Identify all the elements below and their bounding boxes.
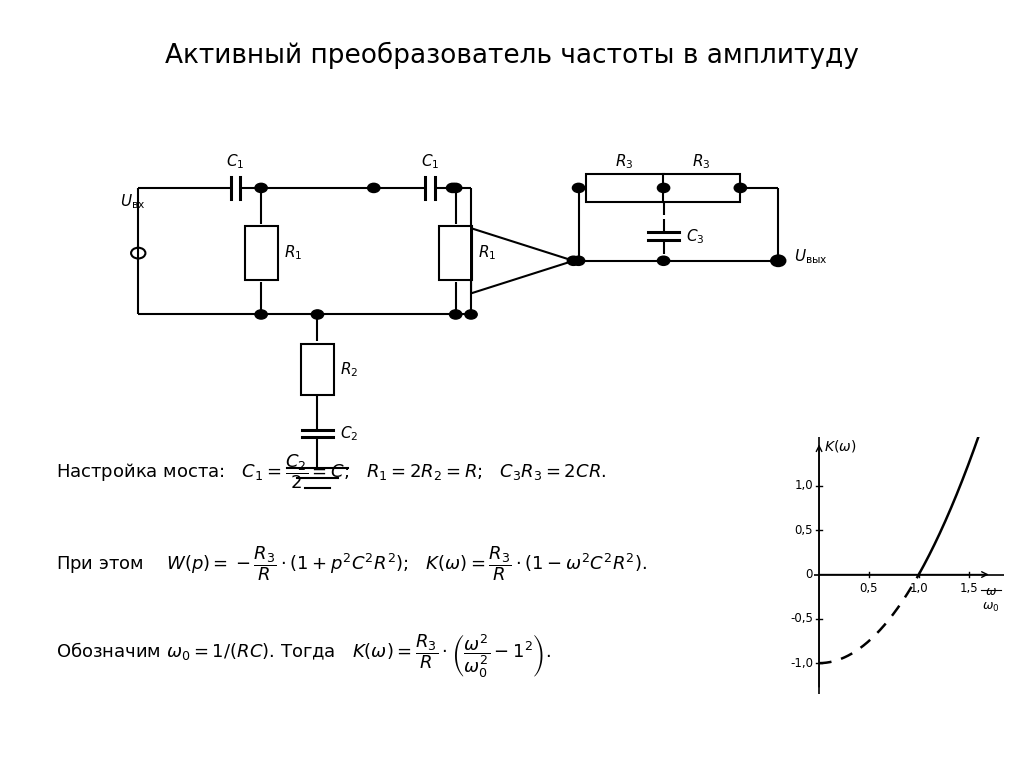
Text: $U_{\rm вх}$: $U_{\rm вх}$	[121, 193, 145, 211]
Circle shape	[255, 183, 267, 193]
Circle shape	[657, 256, 670, 265]
Text: 0: 0	[806, 568, 813, 581]
Text: При этом    $W(p) = -\dfrac{R_3}{R}\cdot(1 + p^2C^2R^2)$;   $K(\omega) = \dfrac{: При этом $W(p) = -\dfrac{R_3}{R}\cdot(1 …	[56, 545, 647, 583]
Text: $U_{\rm вых}$: $U_{\rm вых}$	[794, 248, 827, 266]
Text: 0,5: 0,5	[795, 524, 813, 537]
Circle shape	[567, 256, 580, 265]
Circle shape	[572, 183, 585, 193]
Circle shape	[734, 183, 746, 193]
Text: Настройка моста:   $C_1 = \dfrac{C_2}{2} = C$;   $R_1 = 2R_2 = R$;   $C_3R_3 = 2: Настройка моста: $C_1 = \dfrac{C_2}{2} =…	[56, 453, 606, 491]
Text: 1,5: 1,5	[959, 581, 978, 594]
Text: -1,0: -1,0	[791, 657, 813, 670]
Text: $C_1$: $C_1$	[421, 153, 439, 171]
FancyBboxPatch shape	[663, 174, 740, 202]
Circle shape	[311, 310, 324, 319]
FancyBboxPatch shape	[301, 344, 334, 395]
Text: $K(\omega)$: $K(\omega)$	[824, 438, 856, 454]
Text: $R_1$: $R_1$	[284, 244, 302, 262]
Text: $R_3$: $R_3$	[615, 153, 634, 171]
Circle shape	[465, 310, 477, 319]
Text: $R_3$: $R_3$	[692, 153, 711, 171]
Circle shape	[446, 183, 459, 193]
FancyBboxPatch shape	[439, 226, 472, 280]
Text: 1,0: 1,0	[795, 479, 813, 492]
Text: $C_1$: $C_1$	[226, 153, 245, 171]
Circle shape	[255, 310, 267, 319]
Circle shape	[450, 310, 462, 319]
Circle shape	[772, 256, 784, 265]
Text: $C_3$: $C_3$	[686, 227, 705, 245]
Text: 1,0: 1,0	[909, 581, 928, 594]
Text: $R_2$: $R_2$	[340, 360, 358, 379]
Text: -0,5: -0,5	[791, 612, 813, 625]
Text: 0,5: 0,5	[860, 581, 879, 594]
Text: $R_1$: $R_1$	[478, 244, 497, 262]
Circle shape	[368, 183, 380, 193]
Circle shape	[450, 183, 462, 193]
Circle shape	[572, 256, 585, 265]
FancyBboxPatch shape	[586, 174, 664, 202]
Text: $\omega$: $\omega$	[985, 585, 996, 598]
FancyBboxPatch shape	[245, 226, 278, 280]
Text: Обозначим $\omega_0 = 1/(RC)$. Тогда   $K(\omega) = \dfrac{R_3}{R}\cdot\left(\df: Обозначим $\omega_0 = 1/(RC)$. Тогда $K(…	[56, 632, 551, 680]
Text: $C_2$: $C_2$	[340, 424, 358, 443]
Text: $\omega_0$: $\omega_0$	[982, 601, 999, 614]
Text: Активный преобразователь частоты в амплитуду: Активный преобразователь частоты в ампли…	[165, 42, 859, 70]
Circle shape	[657, 183, 670, 193]
